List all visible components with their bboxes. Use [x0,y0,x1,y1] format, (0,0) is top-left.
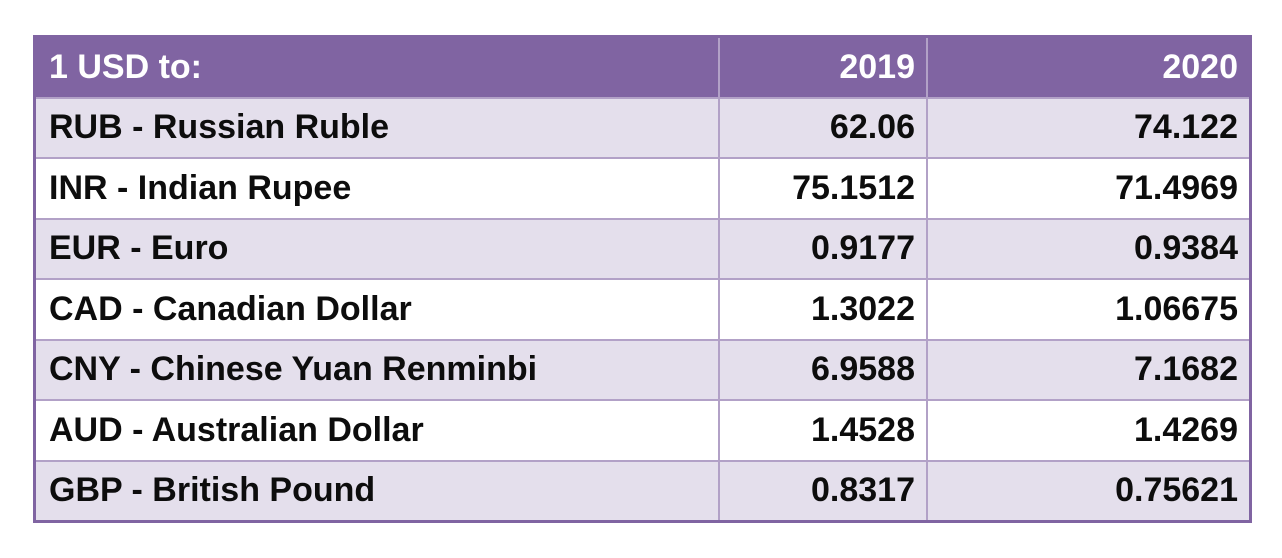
table-header-2020: 2020 [928,38,1249,97]
row-aud-2019: 1.4528 [720,401,926,460]
row-aud-2020: 1.4269 [928,401,1249,460]
row-rub-currency: RUB - Russian Ruble [36,98,718,157]
row-cad-2019: 1.3022 [720,280,926,339]
row-cny-2019: 6.9588 [720,340,926,399]
row-cad-currency: CAD - Canadian Dollar [36,280,718,339]
exchange-rate-table: 1 USD to: 2019 2020 RUB - Russian Ruble … [33,35,1252,523]
row-cny-currency: CNY - Chinese Yuan Renminbi [36,340,718,399]
table-header-usd-to: 1 USD to: [36,38,718,97]
row-rub-2020: 74.122 [928,98,1249,157]
row-aud-currency: AUD - Australian Dollar [36,401,718,460]
row-inr-2020: 71.4969 [928,159,1249,218]
row-inr-2019: 75.1512 [720,159,926,218]
row-gbp-2020: 0.75621 [928,461,1249,520]
row-gbp-2019: 0.8317 [720,461,926,520]
row-inr-currency: INR - Indian Rupee [36,159,718,218]
row-gbp-currency: GBP - British Pound [36,461,718,520]
row-cad-2020: 1.06675 [928,280,1249,339]
row-eur-2020: 0.9384 [928,219,1249,278]
row-eur-2019: 0.9177 [720,219,926,278]
row-cny-2020: 7.1682 [928,340,1249,399]
row-rub-2019: 62.06 [720,98,926,157]
row-eur-currency: EUR - Euro [36,219,718,278]
table-header-2019: 2019 [720,38,926,97]
